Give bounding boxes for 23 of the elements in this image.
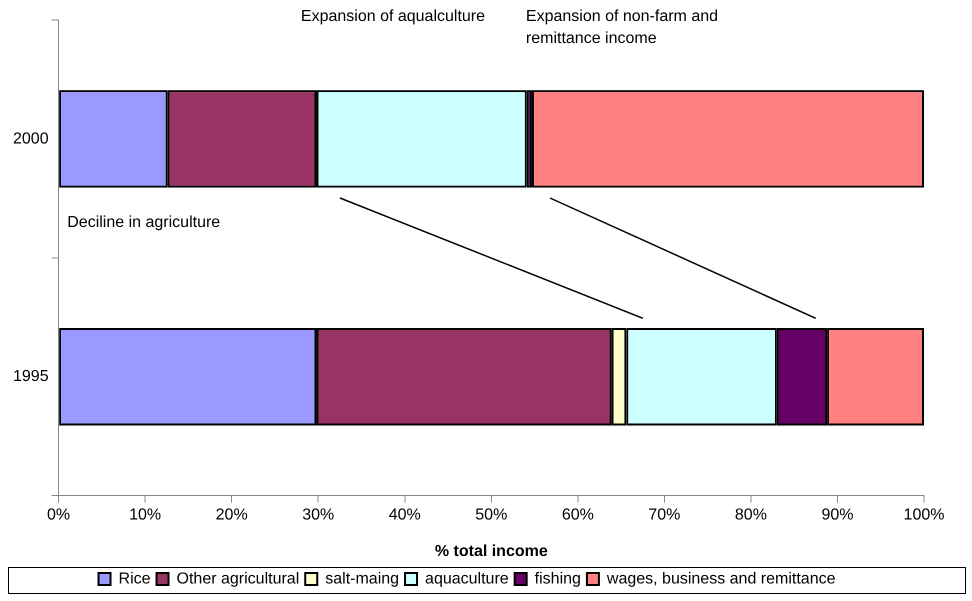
legend-label: Rice (118, 570, 151, 588)
x-axis-title: % total income (434, 542, 548, 560)
y-tick-label: 2000 (13, 130, 49, 148)
x-tick-label: 80% (734, 506, 767, 524)
x-tick-label: 70% (648, 506, 680, 524)
annotation: Deciline in agriculture (67, 212, 222, 233)
x-tick-label: 20% (216, 506, 248, 524)
legend-label: Other agricultural (176, 570, 300, 588)
legend-label: aquaculture (425, 570, 509, 588)
legend-label: wages, business and remittance (606, 570, 836, 588)
legend-label: salt-maing (325, 570, 400, 588)
x-tick-label: 90% (821, 506, 854, 524)
x-tick-label: 0% (47, 506, 70, 524)
x-tick-label: 30% (302, 506, 334, 524)
annotation: Expansion of non-farm and remittance income (526, 7, 720, 49)
legend-label: fishing (534, 570, 581, 588)
x-tick-label: 10% (129, 506, 162, 524)
y-tick-label: 1995 (13, 368, 49, 386)
x-tick-label: 40% (388, 506, 421, 524)
x-tick-label: 100% (904, 506, 944, 524)
annotation: Expansion of aqualculture (300, 7, 486, 27)
x-tick-label: 60% (562, 506, 594, 524)
x-tick-label: 50% (475, 506, 508, 524)
